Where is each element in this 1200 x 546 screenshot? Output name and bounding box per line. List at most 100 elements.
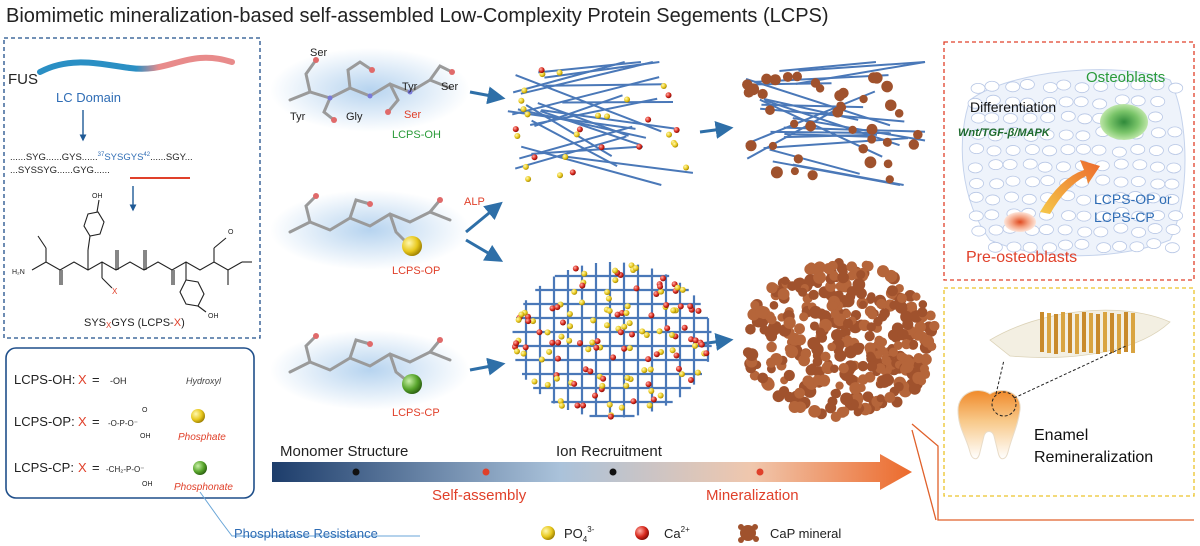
scaffold-pore	[1168, 210, 1184, 222]
molecule-lcps-oh	[270, 48, 470, 132]
mineral-particle	[921, 335, 935, 348]
x-group-legend: LCPS-OH: X = -OH Hydroxyl LCPS-OP: X = -…	[5, 347, 420, 541]
pre-osteoblast-cell	[1004, 212, 1036, 232]
ion-dot	[669, 347, 676, 354]
mineral-particle	[794, 323, 805, 335]
ion-dot	[666, 131, 673, 138]
mineral-particle	[848, 125, 857, 135]
scaffold-pore	[1042, 82, 1058, 93]
enamel-rod	[1040, 312, 1044, 352]
phosphatase-resistance-label: Phosphatase Resistance	[234, 526, 378, 541]
label-tyr-1: Tyr	[402, 81, 418, 93]
scaffold-pore	[1022, 158, 1038, 170]
scaffold-pore	[986, 145, 1002, 157]
peptide-label: SYSXGYS (LCPS-X)	[84, 317, 185, 330]
ion-dot	[582, 366, 589, 373]
ion-dot	[673, 352, 680, 359]
ion-dot	[592, 392, 599, 399]
scaffold-pore	[1149, 79, 1165, 91]
lcps-oh-row-eq: =	[92, 372, 100, 387]
mineral-particle	[784, 391, 795, 403]
label-ser-2: Ser	[441, 81, 458, 93]
fiber-line	[798, 61, 926, 72]
mineral-particle	[852, 278, 866, 291]
mineral-particle	[794, 334, 806, 346]
mineral-particle	[794, 387, 805, 399]
scaffold-pore	[1037, 161, 1053, 173]
mineral-particle	[912, 292, 921, 301]
mineral-particle	[909, 339, 919, 349]
ion-dot	[612, 267, 619, 274]
mineral-particle	[807, 336, 821, 350]
mineral-particle	[876, 298, 887, 310]
scaffold-pore	[1092, 98, 1108, 110]
fiber-line	[764, 99, 900, 147]
ion-dot	[632, 265, 639, 272]
ion-dot	[610, 354, 617, 361]
label-ser-1: Ser	[310, 47, 327, 59]
mineral-particle	[843, 335, 853, 345]
mineral-particle	[846, 261, 858, 273]
ion-dot	[522, 163, 529, 170]
mineral-particle	[770, 353, 783, 366]
ion-dot	[657, 392, 664, 399]
scaffold-pore	[1114, 206, 1130, 218]
mineral-particle	[805, 120, 816, 132]
ion-dot	[653, 290, 660, 297]
atom-o: O	[228, 229, 234, 236]
lc-domain-panel: FUS LC Domain ......SYG......GYS......37…	[3, 37, 261, 339]
enamel-panel	[911, 287, 1195, 521]
scaffold-pore	[1093, 226, 1109, 238]
mineral-particle	[886, 285, 898, 297]
mineral-particle	[745, 348, 759, 362]
ion-dot	[599, 382, 606, 389]
ion-dot	[579, 282, 586, 289]
enamel-rod	[1082, 312, 1086, 352]
phosphatase-pointer-line	[199, 491, 420, 537]
lcps-cp-row-eq: =	[92, 460, 100, 475]
mineral-particle	[929, 320, 940, 332]
scaffold-pore	[1167, 126, 1183, 138]
scaffold-pore	[1132, 159, 1148, 171]
pathway-label: Wnt/TGF-β/MAPK	[958, 127, 1051, 139]
scaffold-pore	[1114, 94, 1130, 106]
ion-dot	[604, 113, 611, 120]
enamel-rod	[1124, 312, 1128, 352]
ion-dot	[520, 350, 527, 357]
fiber-line	[562, 100, 673, 104]
scaffold-pore	[968, 191, 984, 203]
enamel-rod	[1061, 312, 1065, 352]
enamel-rod	[1131, 313, 1135, 353]
ion-dot	[643, 332, 650, 339]
ion-dot	[524, 313, 531, 320]
ion-dot	[641, 367, 648, 374]
po4-ball-icon	[541, 526, 555, 540]
lc-domain-label: LC Domain	[56, 90, 121, 105]
ion-dot	[658, 288, 665, 295]
mineral-particle	[766, 282, 778, 294]
scaffold-pore	[1130, 144, 1146, 155]
scaffold-pore	[1151, 127, 1166, 139]
lcps-op-row-desc: Phosphate	[178, 432, 226, 443]
ion-dot	[571, 380, 578, 387]
enamel-rod	[1054, 314, 1058, 354]
ion-dot	[688, 336, 695, 343]
ion-dot	[645, 381, 652, 388]
ion-dot	[557, 172, 564, 179]
scaffold-pore	[1002, 159, 1018, 170]
osteoblasts-label: Osteoblasts	[1086, 69, 1165, 86]
ion-dot	[554, 355, 561, 362]
ion-dot	[556, 69, 563, 76]
ion-dot	[520, 106, 527, 113]
pre-osteoblasts-label: Pre-osteoblasts	[966, 249, 1077, 266]
label-tyr-2: Tyr	[290, 111, 306, 123]
mineral-particle	[918, 300, 928, 309]
mineral-particle	[815, 84, 825, 93]
ion-dot	[606, 307, 613, 314]
scaffold-pore	[989, 178, 1005, 190]
scaffold-pore	[1005, 145, 1021, 156]
scaffold-pore	[1005, 175, 1021, 187]
fiber-line	[514, 135, 627, 170]
lcps-op-row-group: -O-P-O⁻	[108, 419, 138, 428]
scaffold-pore	[1168, 82, 1184, 94]
